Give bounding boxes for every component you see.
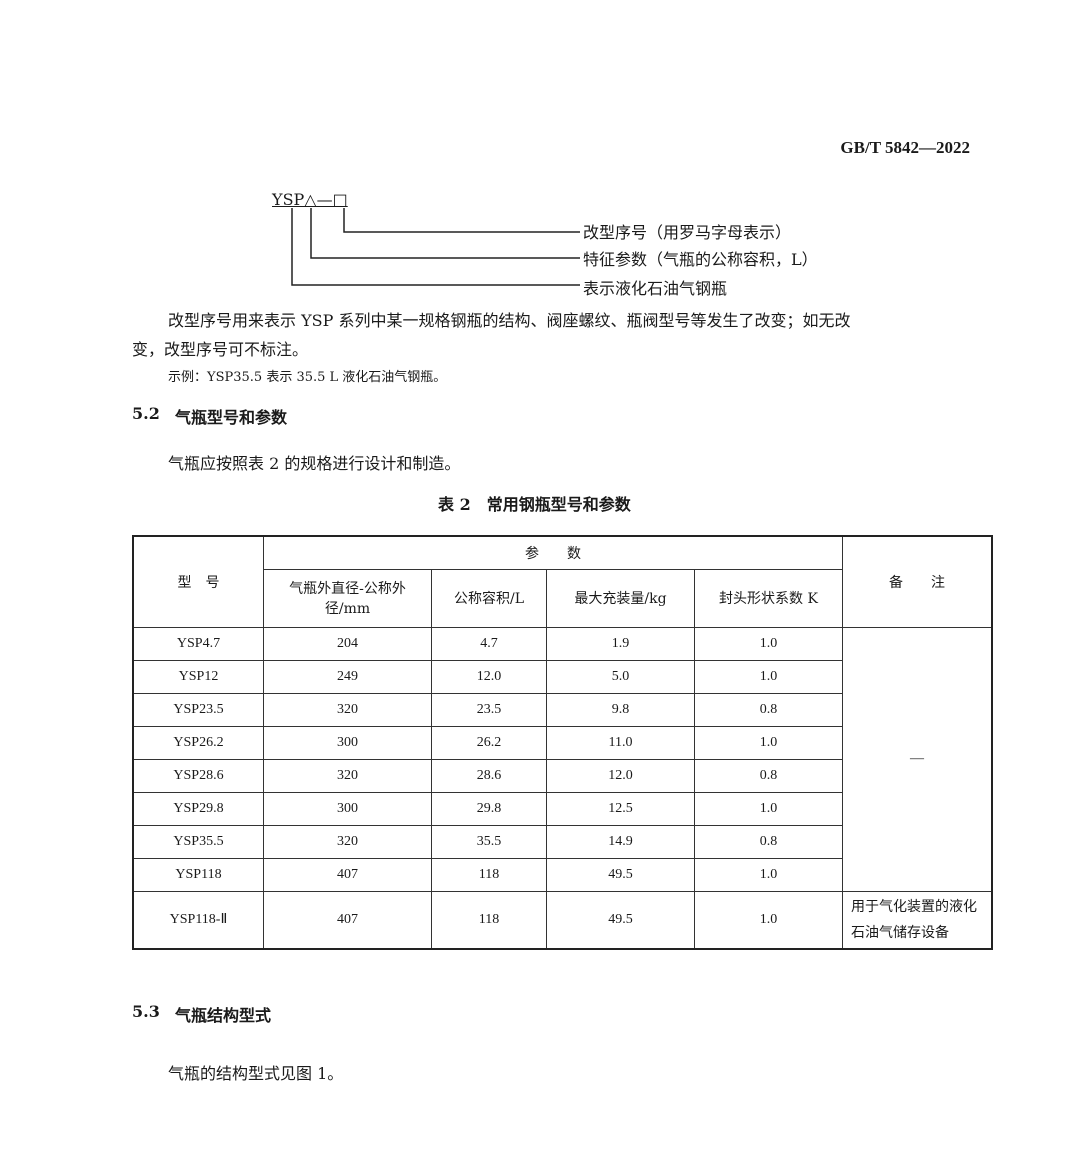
designation-code: YSP△—□ (272, 190, 348, 209)
cell-volume: 29.8 (431, 791, 547, 826)
cell-k: 1.0 (694, 890, 843, 950)
cell-diameter: 320 (263, 824, 432, 859)
cell-max-fill: 12.0 (546, 758, 695, 793)
cell-max-fill: 9.8 (546, 692, 695, 727)
cell-model: YSP28.6 (132, 758, 264, 793)
cell-model: YSP118 (132, 857, 264, 892)
header-diameter: 气瓶外直径-公称外径/mm (263, 568, 432, 628)
cell-volume: 23.5 (431, 692, 547, 727)
header-params: 参 数 (263, 535, 843, 570)
cell-model: YSP26.2 (132, 725, 264, 760)
table-row: YSP118 407 118 49.5 1.0 (132, 857, 992, 892)
cell-max-fill: 11.0 (546, 725, 695, 760)
designation-label: 改型序号（用罗马字母表示） (583, 223, 792, 242)
paragraph: 变，改型序号可不标注。 (132, 340, 309, 359)
header-k: 封头形状系数 K (694, 568, 843, 628)
paragraph: 气瓶的结构型式见图 1。 (168, 1064, 344, 1083)
cell-diameter: 249 (263, 659, 432, 694)
cell-remark: 用于气化装置的液化石油气储存设备 (842, 890, 993, 950)
cell-max-fill: 49.5 (546, 890, 695, 950)
designation-label: 表示液化石油气钢瓶 (583, 279, 728, 298)
header-volume: 公称容积/L (431, 568, 547, 628)
cell-volume: 4.7 (431, 626, 547, 661)
example-note: 示例：YSP35.5 表示 35.5 L 液化石油气钢瓶。 (168, 370, 447, 385)
cell-k: 0.8 (694, 758, 843, 793)
cell-volume: 28.6 (431, 758, 547, 793)
cell-diameter: 300 (263, 725, 432, 760)
cell-volume: 26.2 (431, 725, 547, 760)
cell-diameter: 320 (263, 758, 432, 793)
cell-volume: 35.5 (431, 824, 547, 859)
paragraph: 气瓶应按照表 2 的规格进行设计和制造。 (168, 454, 461, 473)
cell-diameter: 204 (263, 626, 432, 661)
section-number: 5.3 (132, 1002, 160, 1021)
cell-max-fill: 49.5 (546, 857, 695, 892)
paragraph: 改型序号用来表示 YSP 系列中某一规格钢瓶的结构、阀座螺纹、瓶阀型号等发生了改… (168, 311, 851, 330)
section-number: 5.2 (132, 404, 160, 423)
header-max-fill: 最大充装量/kg (546, 568, 695, 628)
cell-diameter: 407 (263, 890, 432, 950)
cell-max-fill: 14.9 (546, 824, 695, 859)
cell-remark: — (842, 626, 993, 892)
header-remark: 备 注 (842, 535, 993, 628)
spec-table: 型 号 参 数 备 注 气瓶外直径-公称外径/mm 公称容积/L 最大充装量/k… (132, 535, 993, 950)
table-row: YSP23.5 320 23.5 9.8 0.8 (132, 692, 992, 727)
cell-max-fill: 5.0 (546, 659, 695, 694)
cell-volume: 118 (431, 890, 547, 950)
section-title: 气瓶结构型式 (175, 1006, 272, 1025)
table-row: YSP35.5 320 35.5 14.9 0.8 (132, 824, 992, 859)
cell-k: 1.0 (694, 791, 843, 826)
designation-leader-lines (291, 208, 580, 286)
cell-volume: 12.0 (431, 659, 547, 694)
table-caption: 表 2 常用钢瓶型号和参数 (438, 495, 631, 514)
cell-max-fill: 12.5 (546, 791, 695, 826)
cell-max-fill: 1.9 (546, 626, 695, 661)
cell-model: YSP118-Ⅱ (132, 890, 264, 950)
cell-k: 1.0 (694, 659, 843, 694)
cell-k: 1.0 (694, 857, 843, 892)
table-row: YSP12 249 12.0 5.0 1.0 (132, 659, 992, 694)
cell-diameter: 407 (263, 857, 432, 892)
cell-diameter: 300 (263, 791, 432, 826)
cell-model: YSP35.5 (132, 824, 264, 859)
cell-model: YSP4.7 (132, 626, 264, 661)
section-title: 气瓶型号和参数 (175, 408, 288, 427)
standard-number: GB/T 5842—2022 (840, 138, 970, 157)
designation-label: 特征参数（气瓶的公称容积，L） (583, 250, 818, 269)
cell-k: 0.8 (694, 692, 843, 727)
cell-k: 1.0 (694, 725, 843, 760)
cell-model: YSP12 (132, 659, 264, 694)
cell-volume: 118 (431, 857, 547, 892)
table-row: YSP118-Ⅱ 407 118 49.5 1.0 用于气化装置的液化石油气储存设备 (132, 890, 993, 950)
table-row: YSP28.6 320 28.6 12.0 0.8 (132, 758, 992, 793)
cell-diameter: 320 (263, 692, 432, 727)
cell-model: YSP23.5 (132, 692, 264, 727)
cell-model: YSP29.8 (132, 791, 264, 826)
table-row: YSP4.7 204 4.7 1.9 1.0— (132, 626, 993, 892)
cell-k: 1.0 (694, 626, 843, 661)
header-model: 型 号 (132, 535, 264, 628)
cell-k: 0.8 (694, 824, 843, 859)
